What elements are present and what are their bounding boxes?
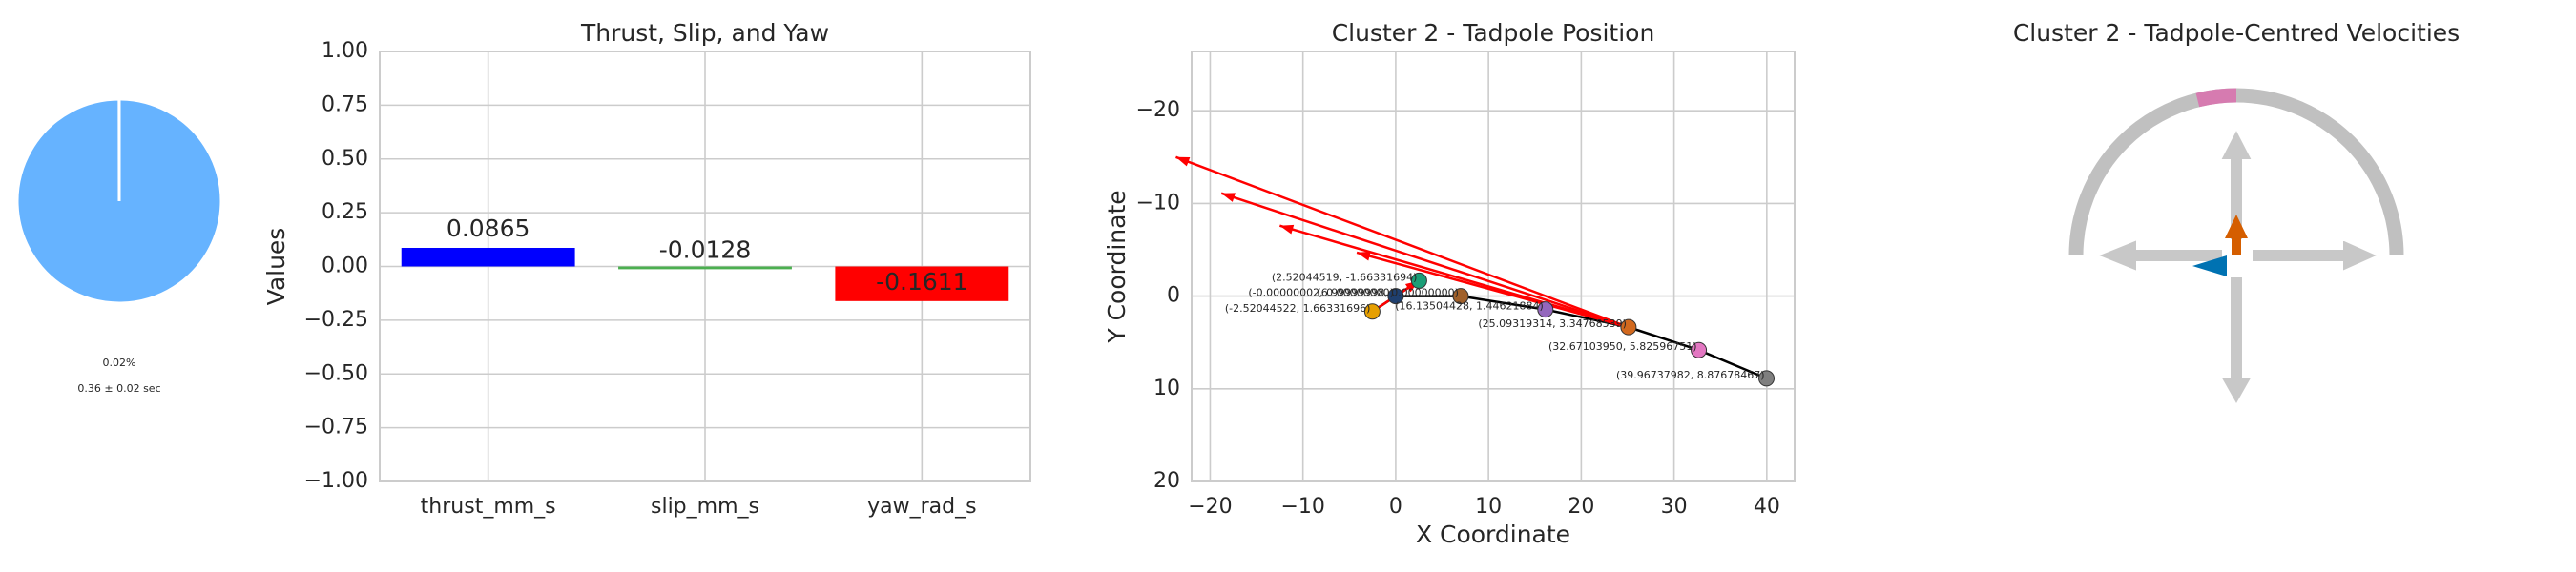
plot-frame [1191,51,1796,482]
x-tick-label: 10 [1475,495,1502,519]
slip-arrow [2192,255,2227,276]
arrow-down [2218,276,2254,408]
arrow-head [1175,156,1191,167]
bar-value-label: -0.1611 [876,268,968,296]
plot-frame [379,51,1031,482]
y-tick-label: −0.25 [304,308,368,332]
point-label: (-0.00000002, 0.00000000) [1248,287,1394,299]
velocity-arrow [1356,251,1630,329]
y-axis-label: Values [262,228,290,306]
y-axis-label: Y Coordinate [1103,190,1131,343]
bar-value-label: -0.0128 [659,235,752,263]
y-tick-label: 1.00 [322,39,368,63]
y-tick-label: 0.50 [322,147,368,171]
thrust-arrow [2225,214,2248,255]
y-tick-label: 0.00 [322,255,368,278]
y-tick-label: 20 [1153,469,1180,493]
point-label: (6.99999998, 0.00000000) [1317,287,1459,299]
y-tick-label: 0.25 [322,200,368,224]
x-tick-label: yaw_rad_s [867,495,976,519]
x-tick-label: thrust_mm_s [421,495,556,519]
x-tick-label: 20 [1568,495,1594,519]
point [1758,370,1776,387]
point [1387,288,1404,305]
point-label: (25.09319314, 3.34768539) [1478,317,1627,330]
x-tick-label: −10 [1280,495,1324,519]
bar-value-label: 0.0865 [447,214,530,242]
arrow-head [1357,251,1371,261]
point-label: (16.13504428, 1.44621884) [1395,300,1544,313]
x-tick-label: 40 [1754,495,1780,519]
y-tick-label: −0.75 [304,416,368,439]
point [1363,303,1381,320]
y-tick-label: −20 [1136,98,1180,122]
x-tick-label: 30 [1661,495,1688,519]
x-tick-label: 0 [1389,495,1402,519]
arrow-up [2218,126,2254,241]
x-tick-label: slip_mm_s [651,495,759,519]
bar [618,266,792,270]
pie-slice [15,97,223,305]
y-tick-label: 0 [1167,284,1180,308]
point-label: (39.96737982, 8.87678467) [1616,369,1765,381]
point [1620,318,1637,336]
point [1410,272,1427,289]
chart-title: Thrust, Slip, and Yaw [580,19,829,47]
velocity-arrow [1220,192,1630,329]
point-label: (-2.52044522, 1.66331696) [1225,302,1371,315]
velocity-arrow [1175,155,1630,329]
point [1691,341,1708,358]
pie-label: 0.02% [103,357,136,369]
arrow-left [2094,237,2224,274]
y-tick-label: −0.50 [304,361,368,385]
point [1452,288,1469,305]
heading-segment [2195,88,2237,108]
y-tick-label: 10 [1153,377,1180,400]
arrow-right [2251,237,2381,274]
chart-title: Cluster 2 - Tadpole-Centred Velocities [2013,19,2460,47]
y-tick-label: −1.00 [304,469,368,493]
point-label: (32.67103950, 5.82596751) [1548,340,1697,353]
arrow-head [1221,193,1236,202]
y-tick-label: −10 [1136,191,1180,214]
point [1537,301,1554,318]
velocity-diagram [2068,88,2404,408]
chart-title: Cluster 2 - Tadpole Position [1332,19,1655,47]
arrow-head [1279,224,1295,235]
x-axis-label: X Coordinate [1416,521,1570,548]
x-tick-label: −20 [1188,495,1232,519]
point-label: (2.52044519, -1.66331694) [1272,271,1418,283]
pie-annotation: 0.36 ± 0.02 sec [77,382,160,395]
y-tick-label: 0.75 [322,92,368,116]
bar [401,247,575,267]
bar [835,266,1009,301]
